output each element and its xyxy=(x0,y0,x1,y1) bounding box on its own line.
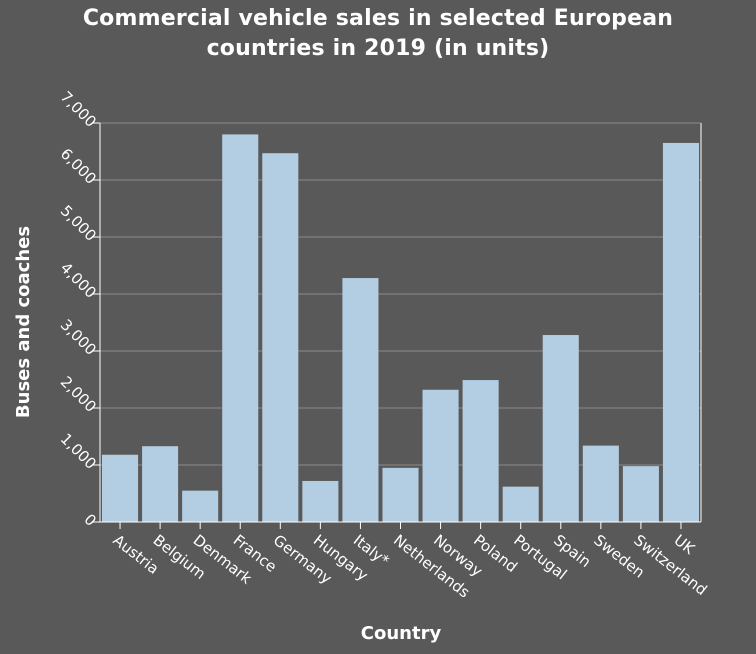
x-axis-title: Country xyxy=(361,623,442,644)
y-tick-label: 0 xyxy=(80,510,99,529)
bar-france xyxy=(222,134,259,522)
bar-sweden xyxy=(582,445,619,522)
bar-belgium xyxy=(142,446,179,522)
bar-portugal xyxy=(502,486,539,522)
y-axis-title: Buses and coaches xyxy=(13,226,34,418)
gridlines xyxy=(100,122,701,523)
bar-germany xyxy=(262,153,299,522)
bar-denmark xyxy=(182,490,219,522)
chart-title-line-2: countries in 2019 (in units) xyxy=(206,36,550,61)
bar-hungary xyxy=(302,480,339,522)
bar-netherlands xyxy=(382,467,419,522)
bar-austria xyxy=(102,454,139,522)
tick-labels: 01,0002,0003,0004,0005,0006,0007,000Aust… xyxy=(57,88,711,602)
bar-switzerland xyxy=(622,466,659,522)
bar-poland xyxy=(462,380,499,522)
bars xyxy=(102,134,699,522)
bar-uk xyxy=(662,142,699,522)
bar-italy xyxy=(342,278,379,522)
y-tick-label: 4,000 xyxy=(57,259,100,302)
y-tick-label: 6,000 xyxy=(57,145,100,188)
y-tick-label: 5,000 xyxy=(57,202,100,245)
bar-norway xyxy=(422,389,459,522)
y-tick-label: 2,000 xyxy=(57,373,100,416)
bar-spain xyxy=(542,335,579,522)
axes xyxy=(93,122,702,529)
y-tick-label: 7,000 xyxy=(57,88,100,131)
y-tick-label: 1,000 xyxy=(57,430,100,473)
x-tick-label: UK xyxy=(671,531,699,559)
chart-title-line-1: Commercial vehicle sales in selected Eur… xyxy=(82,6,674,31)
y-tick-label: 3,000 xyxy=(57,316,100,359)
